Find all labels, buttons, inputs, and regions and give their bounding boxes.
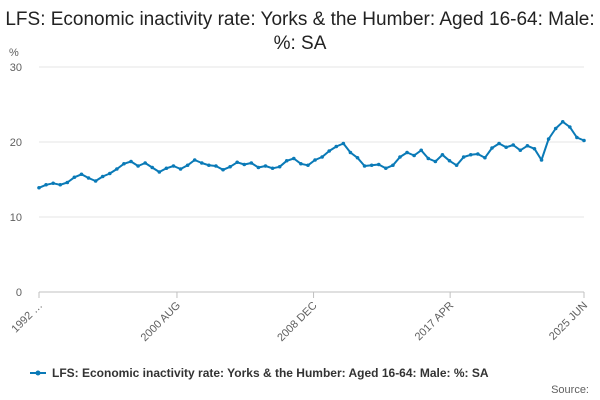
- data-point: [313, 158, 317, 162]
- data-point: [525, 143, 530, 148]
- data-point: [51, 181, 55, 186]
- data-point: [100, 174, 105, 179]
- data-point: [511, 143, 516, 147]
- data-point: [150, 165, 155, 170]
- data-point: [242, 162, 247, 167]
- data-point: [263, 164, 268, 168]
- data-point: [235, 160, 239, 165]
- y-tick-label: 10: [10, 212, 22, 224]
- data-point: [355, 155, 360, 160]
- data-point: [376, 162, 381, 167]
- data-point: [348, 150, 353, 155]
- data-point: [369, 163, 374, 168]
- data-point: [214, 164, 218, 168]
- data-point: [37, 185, 41, 190]
- data-point: [284, 158, 289, 163]
- data-point: [277, 164, 282, 169]
- x-tick-label: 2000 AUG: [139, 300, 183, 344]
- data-point: [575, 135, 579, 140]
- x-tick-label: 2025 JUN: [547, 300, 590, 343]
- y-axis-unit: %: [9, 47, 19, 59]
- data-point: [483, 155, 487, 160]
- data-point: [497, 141, 501, 146]
- data-point: [270, 166, 275, 171]
- y-tick-label: 0: [16, 287, 22, 299]
- data-point: [539, 158, 544, 162]
- chart-title: LFS: Economic inactivity rate: Yorks & t…: [5, 9, 595, 54]
- data-point: [553, 126, 558, 131]
- data-point: [419, 148, 424, 153]
- source-label: Source:: [551, 384, 589, 396]
- data-point: [292, 156, 296, 161]
- data-point: [79, 172, 84, 177]
- x-tick-label: 2008 DEC: [275, 300, 319, 344]
- data-point: [136, 164, 140, 168]
- legend-layer: LFS: Economic inactivity rate: Yorks & t…: [30, 366, 589, 396]
- data-point: [341, 141, 346, 146]
- data-point: [334, 144, 339, 149]
- data-point: [454, 163, 459, 168]
- data-point: [171, 164, 176, 168]
- data-point: [412, 153, 416, 158]
- data-point: [426, 156, 431, 161]
- x-tick-label: 2017 APR: [413, 300, 457, 344]
- x-tick-label: 1992 …: [9, 300, 45, 336]
- data-point: [256, 165, 261, 170]
- data-point: [461, 155, 466, 159]
- data-point: [107, 171, 112, 176]
- data-point: [398, 155, 402, 159]
- data-point: [157, 170, 162, 174]
- data-point: [93, 179, 98, 183]
- data-point: [192, 158, 197, 162]
- data-point: [72, 175, 77, 180]
- data-point: [185, 163, 190, 168]
- series-layer: [37, 119, 586, 190]
- data-point: [568, 125, 572, 129]
- data-point: [65, 180, 70, 185]
- data-point: [532, 146, 537, 151]
- legend-swatch-marker: [35, 370, 41, 376]
- data-point: [228, 164, 232, 169]
- data-point: [405, 150, 409, 155]
- data-point: [58, 182, 63, 187]
- data-point: [199, 161, 204, 165]
- data-point: [384, 166, 388, 171]
- data-point: [546, 137, 551, 141]
- data-point: [433, 159, 438, 164]
- data-point: [327, 149, 331, 153]
- y-tick-label: 20: [10, 137, 22, 149]
- data-point: [178, 167, 183, 171]
- legend-label: LFS: Economic inactivity rate: Yorks & t…: [52, 366, 489, 380]
- data-point: [490, 146, 494, 150]
- data-point: [320, 155, 324, 159]
- data-point: [476, 152, 480, 156]
- grid-layer: [39, 66, 584, 293]
- data-point: [468, 152, 473, 157]
- data-point: [299, 161, 303, 166]
- data-point: [362, 164, 367, 168]
- data-point: [447, 158, 452, 163]
- data-point: [221, 167, 225, 172]
- data-point: [143, 161, 147, 165]
- series-line: [38, 120, 585, 189]
- data-point: [122, 161, 126, 166]
- y-tick-label: 30: [10, 62, 22, 74]
- data-point: [582, 138, 586, 143]
- data-point: [164, 166, 169, 171]
- data-point: [306, 163, 310, 168]
- data-point: [504, 145, 508, 150]
- data-point: [86, 176, 91, 180]
- data-point: [115, 167, 119, 171]
- data-point: [391, 163, 395, 168]
- data-point: [207, 163, 211, 168]
- data-point: [518, 148, 523, 153]
- data-point: [129, 159, 133, 164]
- data-point: [44, 182, 48, 187]
- data-point: [560, 119, 565, 124]
- data-point: [440, 152, 445, 157]
- data-point: [249, 161, 254, 165]
- axis-layer: 0 10 20 30% 1992 … 2000 AUG 2008 DEC 2017 APR 20…: [9, 47, 590, 344]
